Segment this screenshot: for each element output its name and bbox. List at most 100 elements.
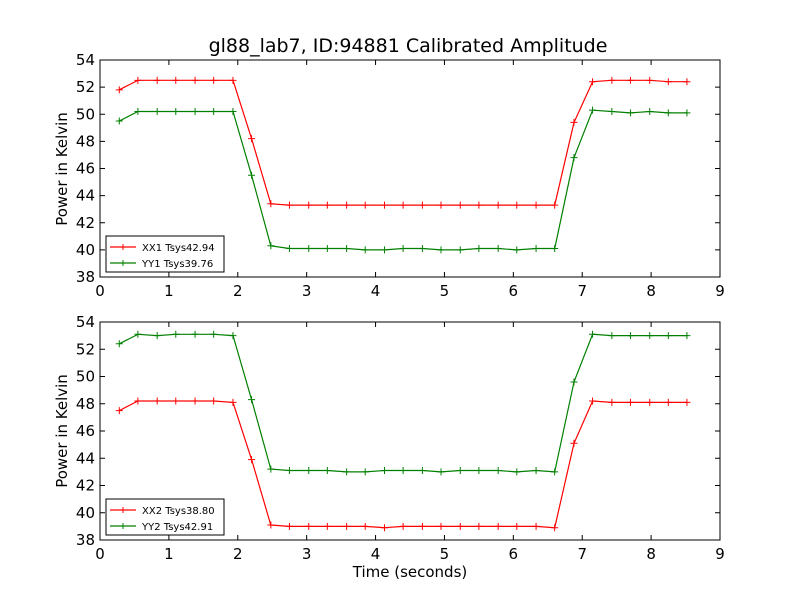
series-line-xx1: [119, 79, 687, 206]
subplot-2: 0 1 2 3 4 5 6 7 8 9 38 40 42 44 46 48 50 52 54 XX2 Tsys38.8…: [76, 313, 725, 563]
data-point: [570, 118, 578, 126]
data-point: [437, 201, 445, 209]
y-tick-label: 54: [76, 51, 95, 69]
legend-marker: [120, 507, 126, 513]
data-point: [626, 76, 634, 84]
data-point: [399, 522, 407, 530]
x-tick-label: 4: [371, 545, 381, 563]
data-point: [626, 109, 634, 117]
data-point: [608, 398, 616, 406]
y-tick-label: 38: [76, 531, 95, 549]
data-point: [191, 397, 199, 405]
data-point: [248, 456, 256, 464]
legend-label: XX1 Tsys42.94: [142, 243, 215, 254]
data-point: [172, 108, 180, 116]
data-point: [551, 524, 559, 532]
data-point: [343, 522, 351, 530]
x-tick-label: 0: [95, 282, 105, 300]
x-axis-label: Time (seconds): [352, 563, 468, 581]
subplot-1: 0 1 2 3 4 5 6 7 8 9 38 40 42 44 46 48 50 52 54 XX1 Tsys42.9…: [76, 51, 725, 300]
data-point: [115, 340, 123, 348]
x-tick-label: 9: [715, 545, 725, 563]
data-point: [475, 467, 483, 475]
data-point: [134, 108, 142, 116]
data-point: [134, 397, 142, 405]
data-point: [305, 201, 313, 209]
data-point: [513, 522, 521, 530]
data-point: [626, 398, 634, 406]
x-tick-label: 8: [646, 545, 656, 563]
x-tick-label: 2: [233, 545, 243, 563]
data-point: [494, 467, 502, 475]
data-point: [456, 201, 464, 209]
y-tick-label: 48: [76, 132, 95, 150]
data-point: [381, 467, 389, 475]
data-point: [570, 154, 578, 162]
data-point: [399, 467, 407, 475]
data-point: [570, 378, 578, 386]
data-point: [589, 78, 597, 86]
x-tick-label: 3: [302, 545, 312, 563]
x-tick-label: 5: [440, 545, 450, 563]
y-tick-label: 38: [76, 268, 95, 286]
data-point: [210, 397, 218, 405]
x-tick-label: 2: [233, 282, 243, 300]
data-point: [456, 467, 464, 475]
data-point: [248, 135, 256, 143]
y-tick-label: 40: [76, 504, 95, 522]
data-point: [267, 465, 275, 473]
data-point: [267, 200, 275, 208]
data-point: [646, 108, 654, 116]
data-point: [532, 201, 540, 209]
data-point: [570, 439, 578, 447]
legend-box: [105, 498, 225, 536]
data-point: [381, 524, 389, 532]
data-point: [172, 330, 180, 338]
data-point: [664, 109, 672, 117]
series-line-yy2: [119, 333, 687, 473]
legend: XX2 Tsys38.80 YY2 Tsys42.91: [105, 498, 225, 536]
x-tick-label: 8: [646, 282, 656, 300]
data-point: [305, 522, 313, 530]
data-point: [513, 201, 521, 209]
data-point: [664, 332, 672, 340]
data-point: [134, 330, 142, 338]
data-point: [664, 398, 672, 406]
data-point: [437, 468, 445, 476]
data-point: [683, 398, 691, 406]
data-point: [229, 108, 237, 116]
data-point: [361, 201, 369, 209]
data-point: [153, 76, 161, 84]
series-line-yy1: [119, 109, 687, 251]
y-tick-label: 44: [76, 187, 95, 205]
data-point: [285, 522, 293, 530]
x-tick-label: 9: [715, 282, 725, 300]
data-point: [399, 245, 407, 253]
x-tick-label: 4: [371, 282, 381, 300]
y-tick-label: 50: [76, 368, 95, 386]
x-tick-label: 0: [95, 545, 105, 563]
data-point: [494, 245, 502, 253]
data-point: [323, 467, 331, 475]
data-point: [399, 201, 407, 209]
data-point: [115, 407, 123, 415]
data-point: [513, 246, 521, 254]
data-point: [475, 522, 483, 530]
data-point: [418, 522, 426, 530]
data-point: [343, 245, 351, 253]
data-point: [646, 332, 654, 340]
data-point: [134, 76, 142, 84]
data-point: [210, 108, 218, 116]
data-point: [437, 246, 445, 254]
legend-marker: [120, 523, 126, 529]
data-point: [532, 467, 540, 475]
y-axis-label-bottom: Power in Kelvin: [53, 374, 71, 488]
x-tick-label: 6: [509, 545, 519, 563]
x-tick-label: 6: [509, 282, 519, 300]
data-point: [305, 245, 313, 253]
data-point: [418, 201, 426, 209]
data-point: [456, 246, 464, 254]
data-point: [323, 522, 331, 530]
data-point: [475, 245, 483, 253]
data-point: [248, 396, 256, 404]
